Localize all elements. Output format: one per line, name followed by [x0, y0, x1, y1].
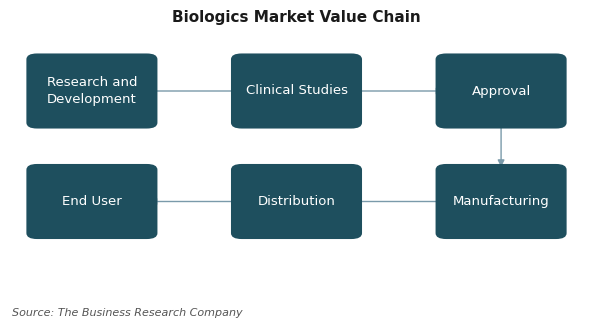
FancyBboxPatch shape [231, 54, 362, 129]
FancyBboxPatch shape [26, 164, 158, 239]
Text: End User: End User [62, 195, 122, 208]
Text: Manufacturing: Manufacturing [452, 195, 550, 208]
Text: Biologics Market Value Chain: Biologics Market Value Chain [172, 10, 421, 25]
FancyBboxPatch shape [435, 54, 566, 129]
FancyBboxPatch shape [435, 164, 566, 239]
Text: Approval: Approval [471, 84, 531, 98]
FancyBboxPatch shape [26, 54, 158, 129]
Text: Source: The Business Research Company: Source: The Business Research Company [12, 308, 243, 318]
FancyBboxPatch shape [231, 164, 362, 239]
Text: Research and
Development: Research and Development [47, 76, 137, 106]
Text: Clinical Studies: Clinical Studies [246, 84, 347, 98]
Text: Distribution: Distribution [257, 195, 336, 208]
